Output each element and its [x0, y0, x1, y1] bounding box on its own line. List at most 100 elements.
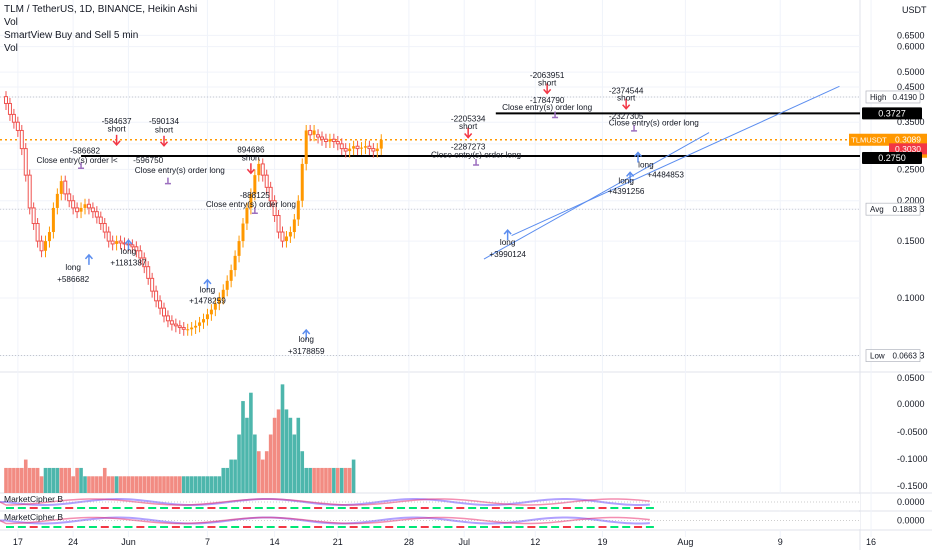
volume-bar	[87, 476, 91, 493]
candle-body	[375, 148, 379, 152]
signal-annotation: -888125	[240, 191, 270, 200]
volume-bar	[320, 467, 324, 493]
candle-body	[241, 223, 245, 242]
volume-bar	[343, 467, 348, 493]
signal-annotation: -584637	[102, 117, 132, 126]
candle-body	[320, 136, 324, 140]
time-axis[interactable]: 1724Jun7142128Jul1219Aug91623Sep	[13, 537, 932, 547]
x-tick-label: Jul	[458, 537, 470, 547]
mc-signal-strip	[148, 507, 157, 509]
candle-body	[63, 180, 68, 195]
candle-body	[110, 240, 115, 245]
candle-body	[360, 147, 363, 149]
volume-bar	[20, 467, 24, 493]
candle-body	[245, 207, 249, 224]
candle-body	[162, 307, 166, 317]
mc-signal-strip	[100, 507, 109, 509]
mc-signal-strip	[373, 526, 382, 528]
signal-annotation: -586682	[70, 147, 100, 156]
mc-signal-strip	[515, 526, 524, 528]
candle-body	[138, 250, 143, 259]
signal-annotation: +1181387	[110, 259, 146, 268]
volume-bar	[118, 476, 123, 493]
candle-body	[44, 241, 47, 251]
volume-bar	[4, 467, 8, 493]
mc-wave-pink	[0, 498, 650, 506]
mc-signal-strip	[183, 526, 192, 528]
candle-body	[19, 129, 24, 150]
volume-bar	[185, 476, 190, 493]
mc-signal-strip	[53, 526, 62, 528]
mc-signal-strip	[77, 526, 86, 528]
volume-bar	[241, 401, 245, 493]
mc-signal-strip	[349, 507, 358, 509]
market-cipher-pane-1[interactable]: MarketCipher B 0.0000	[0, 494, 925, 510]
candle-body	[339, 143, 344, 150]
volume-bar	[201, 476, 206, 493]
volume-bar	[158, 476, 162, 493]
mc-signal-strip	[160, 507, 169, 509]
volume-bar	[27, 467, 32, 493]
volume-bar	[189, 476, 194, 493]
mc-signal-strip	[468, 507, 477, 509]
mc-signal-strip	[598, 507, 607, 509]
volume-bar	[264, 451, 269, 493]
volume-bar	[63, 467, 68, 493]
mc-signal-strip	[432, 507, 441, 509]
mc-signal-strip	[195, 507, 204, 509]
candle-body	[177, 325, 182, 329]
candle-body	[352, 146, 356, 149]
volume-bar	[47, 467, 52, 493]
volume-bar	[217, 476, 222, 493]
mc-signal-strip	[183, 507, 192, 509]
mc-signal-strip	[515, 507, 524, 509]
volume-bar	[347, 467, 352, 493]
mc-signal-strip	[290, 507, 299, 509]
low-marker-value: 0.0663	[893, 352, 918, 361]
volume-bar	[106, 476, 111, 493]
market-cipher-pane-2[interactable]: MarketCipher B 0.0000	[0, 512, 925, 529]
volume-bar	[209, 476, 214, 493]
volume-bar	[59, 467, 64, 493]
candle-body	[102, 223, 107, 233]
mc-signal-strip	[610, 507, 619, 509]
volume-bar	[268, 434, 273, 493]
volume-bar	[257, 451, 261, 493]
signal-annotation: -2374544	[609, 86, 644, 95]
signal-annotation: 894686	[237, 146, 265, 155]
long-signal-arrow-head	[203, 278, 212, 285]
mc-signal-strip	[254, 526, 263, 528]
mc-y-tick: 0.0000	[897, 516, 925, 526]
signal-annotation: +3990124	[489, 250, 526, 259]
candle-body	[130, 244, 135, 248]
vol-y-tick: -0.1000	[897, 454, 928, 464]
candle-body	[284, 236, 288, 242]
signal-annotation: short	[617, 94, 636, 103]
volume-bar	[51, 467, 56, 493]
mc-signal-strip	[53, 507, 62, 509]
mc-signal-strip	[491, 507, 500, 509]
mc-signal-strip	[207, 526, 216, 528]
mc-signal-strip	[420, 507, 429, 509]
volume-bar	[138, 476, 143, 493]
x-tick-label: Aug	[677, 537, 693, 547]
volume-bar	[253, 434, 257, 493]
x-tick-label: 12	[530, 537, 540, 547]
volume-bar	[166, 476, 170, 493]
mc-signal-strip	[622, 526, 631, 528]
candle-body	[198, 322, 202, 326]
volume-bar	[280, 384, 285, 493]
volume-bar	[142, 476, 147, 493]
close-entry-marker	[78, 162, 85, 170]
mc-signal-strip	[480, 526, 488, 528]
mc-signal-strip	[88, 526, 97, 528]
volume-pane[interactable]: 0.0500 0.0000 -0.0500 -0.1000 -0.1500	[4, 373, 928, 493]
candle-body	[118, 240, 123, 244]
candle-body	[371, 148, 376, 152]
mc-signal-strip	[325, 526, 334, 528]
candle-body	[71, 200, 76, 209]
trendline	[511, 85, 840, 237]
